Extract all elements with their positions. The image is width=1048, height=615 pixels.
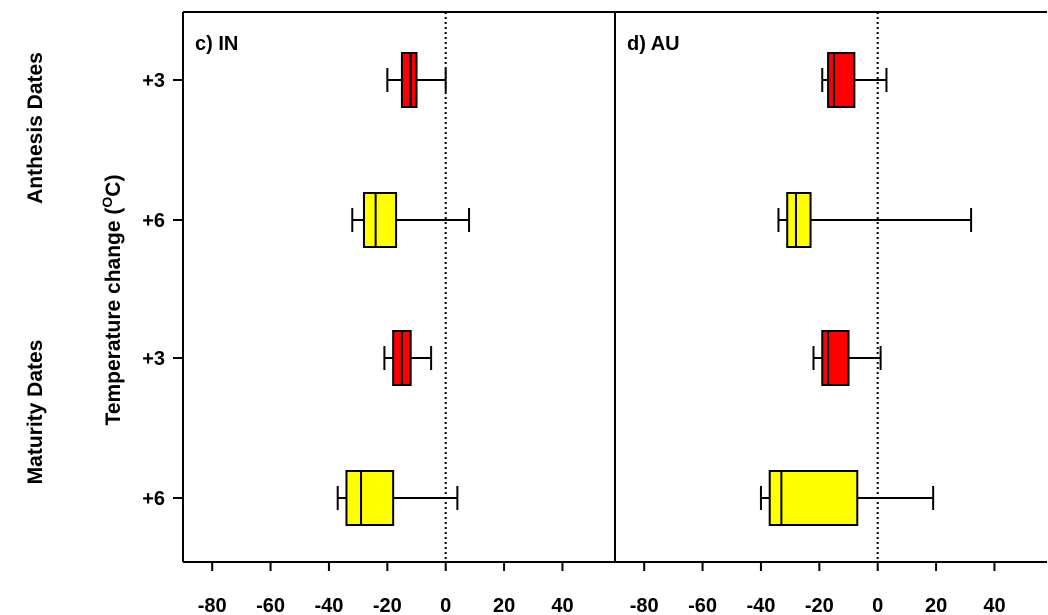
panel-label: d) AU: [627, 33, 680, 55]
y-tick-label: +6: [142, 210, 165, 232]
panel-au: d) AU -80 -60 -40 -20 0 20 40: [615, 12, 1047, 615]
x-tick-label: 0: [872, 595, 883, 615]
box-iqr: [345, 470, 395, 526]
y-axis-title-unit: C): [102, 175, 125, 197]
x-tick-label: -20: [373, 595, 402, 615]
x-tick-label: 0: [440, 595, 451, 615]
box-iqr: [821, 330, 850, 386]
box-anthesis-plus3: [821, 52, 888, 108]
box-anthesis-plus6: [351, 192, 471, 248]
x-tick-label: 20: [493, 595, 515, 615]
box-maturity-plus3: [812, 330, 882, 386]
y-tick-label: +3: [142, 70, 165, 92]
box-anthesis-plus6: [777, 192, 973, 248]
x-tick-label: -80: [630, 595, 659, 615]
x-axis: -80 -60 -40 -20 0 20 40: [615, 561, 1047, 615]
y-tick-label: +6: [142, 488, 165, 510]
y-axis-title-superscript: O: [99, 197, 115, 208]
x-tick-label: -20: [805, 595, 834, 615]
x-tick-label: -60: [256, 595, 285, 615]
panels-group: c) IN -80 -60 -40 -20 0 20 40 d) AU -80 -60 -40 -20 0…: [182, 11, 1047, 615]
box-maturity-plus6: [336, 470, 459, 526]
y-axis-title: Temperature change (OC): [99, 175, 125, 426]
box-iqr: [786, 192, 812, 248]
x-tick-label: 40: [551, 595, 573, 615]
y-tick-label: +3: [142, 348, 165, 370]
x-tick-label: -40: [746, 595, 775, 615]
box-iqr: [400, 52, 418, 108]
y-axis-title-text: Temperature change (: [102, 208, 125, 426]
x-tick-label: -80: [198, 595, 227, 615]
box-iqr: [362, 192, 398, 248]
panel-label: c) IN: [195, 33, 238, 55]
x-tick-label: -60: [688, 595, 717, 615]
box-iqr: [768, 470, 859, 526]
x-tick-label: 20: [925, 595, 947, 615]
box-anthesis-plus3: [386, 52, 447, 108]
x-axis: -80 -60 -40 -20 0 20 40: [183, 561, 615, 615]
panel-in: c) IN -80 -60 -40 -20 0 20 40: [183, 12, 615, 615]
group-label-maturity: Maturity Dates: [24, 340, 47, 485]
x-tick-label: 40: [983, 595, 1005, 615]
x-tick-label: -40: [314, 595, 343, 615]
group-label-anthesis: Anthesis Dates: [24, 52, 47, 204]
box-iqr: [827, 52, 856, 108]
box-maturity-plus3: [383, 330, 433, 386]
box-maturity-plus6: [759, 470, 935, 526]
y-axis: +3 +6 +3 +6: [142, 70, 183, 510]
